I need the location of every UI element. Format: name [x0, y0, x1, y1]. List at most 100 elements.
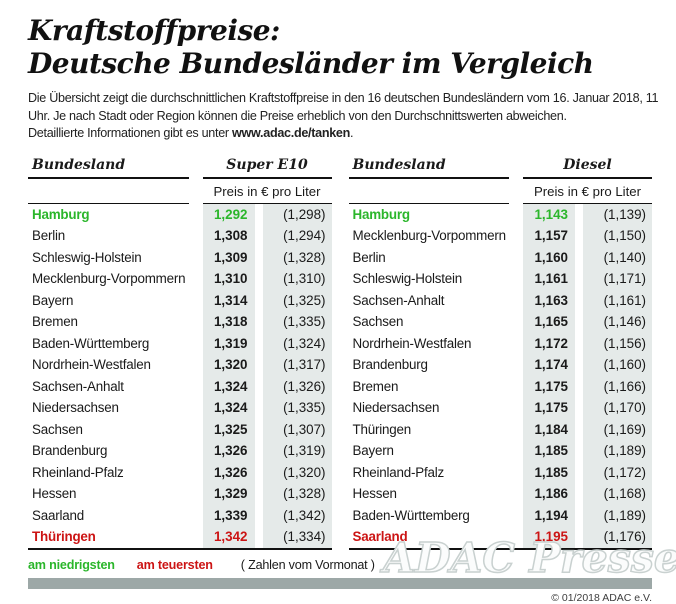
- column-gap: [575, 462, 583, 484]
- previous-month-price: (1,320): [262, 461, 332, 483]
- current-price: 1,160: [523, 246, 575, 268]
- table-row: Saarland 1,339 (1,342): [28, 504, 332, 526]
- state-name: Baden-Württemberg: [32, 335, 150, 351]
- table-row: Bayern 1,185 (1,189): [349, 440, 652, 462]
- previous-month-price: (1,189): [583, 440, 652, 462]
- current-price: 1,318: [202, 311, 255, 333]
- column-gap: [575, 247, 583, 269]
- table-row: Rheinland-Pfalz 1,185 (1,172): [349, 461, 652, 484]
- state-name: Niedersachsen: [32, 400, 119, 416]
- current-price: 1,174: [523, 354, 575, 376]
- previous-month-price: (1,324): [262, 332, 332, 354]
- current-price: 1,163: [523, 289, 575, 311]
- previous-month-price: (1,160): [583, 354, 652, 376]
- page-title-line2: Deutsche Bundesländer im Vergleich: [28, 47, 594, 80]
- column-gap: [575, 526, 583, 548]
- previous-month-price: (1,325): [262, 289, 332, 311]
- state-name: Thüringen: [32, 529, 96, 545]
- diesel-rows: Hamburg 1,143 (1,139) Mecklenburg-Vorpommer…: [348, 203, 652, 550]
- footer-bar: [28, 577, 652, 589]
- subheader-rule: [348, 179, 509, 204]
- column-header-diesel: Diesel: [523, 155, 652, 179]
- table-row: Nordrhein-Westfalen 1,320 (1,317): [28, 354, 332, 376]
- super-e10-rows: Hamburg 1,292 (1,298) Berlin 1,308 (1,294) Sch…: [28, 203, 332, 550]
- column-gap: [255, 247, 263, 269]
- current-price: 1,292: [202, 203, 255, 225]
- column-gap: [575, 204, 583, 226]
- current-price: 1,157: [523, 225, 575, 247]
- current-price: 1,161: [523, 268, 575, 290]
- table-row: Thüringen 1,342 (1,334): [28, 526, 332, 548]
- state-name: Rheinland-Pfalz: [32, 464, 124, 480]
- column-gap: [255, 333, 263, 355]
- state-name: Bayern: [32, 292, 74, 308]
- current-price: 1,309: [202, 246, 255, 268]
- state-name: Hamburg: [32, 206, 90, 222]
- state-name: Sachsen-Anhalt: [32, 378, 124, 394]
- table-super-e10: Bundesland Super E10 Preis in € pro Lite…: [28, 155, 332, 550]
- table-row: Sachsen 1,325 (1,307): [28, 418, 332, 440]
- table-diesel: Bundesland Diesel Preis in € pro Liter H…: [348, 155, 652, 550]
- column-gap: [575, 505, 583, 527]
- current-price: 1,324: [202, 375, 255, 397]
- current-price: 1,143: [523, 203, 575, 225]
- current-price: 1,185: [523, 461, 575, 483]
- page-title: Kraftstoffpreise: Deutsche Bundesländer i…: [28, 14, 652, 80]
- column-header-bundesland: Bundesland: [348, 155, 509, 179]
- current-price: 1,339: [202, 504, 255, 526]
- state-name: Schleswig-Holstein: [352, 271, 463, 287]
- previous-month-price: (1,319): [262, 440, 332, 462]
- current-price: 1,185: [523, 440, 575, 462]
- current-price: 1,194: [523, 504, 575, 526]
- super-e10-header: Bundesland Super E10: [28, 155, 332, 179]
- current-price: 1,165: [523, 311, 575, 333]
- current-price: 1,195: [523, 526, 575, 548]
- column-gap: [575, 483, 583, 505]
- subheader-rule: [28, 179, 189, 204]
- state-name: Brandenburg: [32, 443, 108, 459]
- previous-month-price: (1,146): [583, 311, 652, 333]
- table-row: Rheinland-Pfalz 1,326 (1,320): [28, 461, 332, 484]
- diesel-subheader: Preis in € pro Liter: [348, 179, 652, 204]
- table-row: Baden-Württemberg 1,194 (1,189): [349, 504, 652, 527]
- column-gap: [255, 440, 263, 462]
- tables-container: Bundesland Super E10 Preis in € pro Lite…: [28, 155, 652, 550]
- table-row: Hamburg 1,292 (1,298): [28, 203, 332, 225]
- column-gap: [255, 225, 263, 247]
- column-gap: [575, 268, 583, 290]
- current-price: 1,314: [202, 289, 255, 311]
- previous-month-price: (1,328): [262, 246, 332, 268]
- state-name: Bremen: [32, 314, 78, 330]
- table-row: Sachsen-Anhalt 1,163 (1,161): [349, 289, 652, 312]
- previous-month-price: (1,156): [583, 332, 652, 354]
- column-gap: [255, 354, 263, 376]
- previous-month-price: (1,172): [583, 461, 652, 483]
- column-gap: [255, 462, 263, 484]
- current-price: 1,320: [202, 354, 255, 376]
- table-row: Sachsen-Anhalt 1,324 (1,326): [28, 375, 332, 397]
- column-gap: [575, 290, 583, 312]
- copyright: © 01/2018 ADAC e.V.: [551, 591, 652, 604]
- table-row: Niedersachsen 1,324 (1,335): [28, 397, 332, 419]
- state-name: Hamburg: [352, 206, 411, 222]
- previous-month-price: (1,189): [583, 504, 652, 526]
- previous-month-price: (1,326): [262, 375, 332, 397]
- column-gap: [575, 333, 583, 355]
- legend: am niedrigsten am teuersten ( Zahlen vom…: [28, 558, 652, 572]
- previous-month-price: (1,328): [262, 483, 332, 505]
- current-price: 1,175: [523, 375, 575, 397]
- previous-month-price: (1,166): [583, 375, 652, 397]
- previous-month-price: (1,139): [583, 203, 652, 225]
- column-header-bundesland: Bundesland: [28, 155, 189, 179]
- column-gap: [575, 440, 583, 462]
- table-row: Mecklenburg-Vorpommern 1,310 (1,310): [28, 268, 332, 290]
- column-gap: [255, 526, 263, 548]
- table-row: Mecklenburg-Vorpommern 1,157 (1,150): [349, 225, 652, 247]
- state-name: Brandenburg: [352, 357, 428, 373]
- state-name: Saarland: [352, 529, 408, 545]
- table-row: Berlin 1,308 (1,294): [28, 225, 332, 247]
- adac-tanken-link[interactable]: www.adac.de/tanken: [232, 126, 351, 140]
- table-row: Hessen 1,329 (1,328): [28, 483, 332, 505]
- previous-month-price: (1,150): [583, 225, 652, 247]
- table-row: Sachsen 1,165 (1,146): [349, 311, 652, 333]
